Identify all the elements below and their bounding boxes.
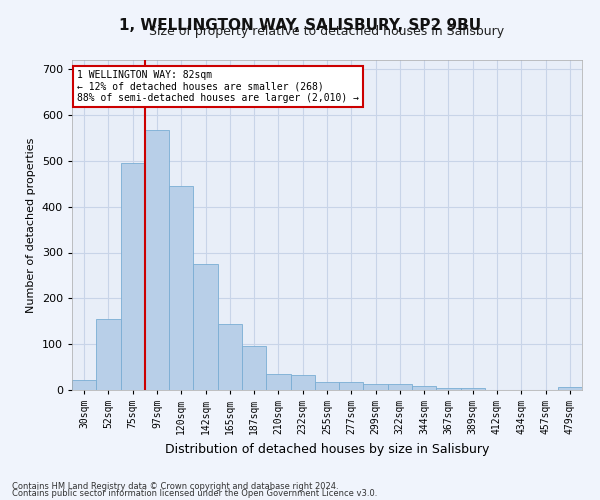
Bar [193,264,218,390]
Bar [266,374,290,390]
Bar [436,388,461,390]
Bar [364,384,388,390]
Bar [339,382,364,390]
Bar [121,163,145,390]
Bar [558,387,582,390]
Bar [96,319,121,390]
Bar [145,130,169,390]
Bar [72,380,96,390]
Bar [412,386,436,390]
Bar [218,324,242,390]
Bar [388,384,412,390]
Y-axis label: Number of detached properties: Number of detached properties [26,138,36,312]
Bar [169,186,193,390]
Title: Size of property relative to detached houses in Salisbury: Size of property relative to detached ho… [149,25,505,38]
Text: 1, WELLINGTON WAY, SALISBURY, SP2 9BU: 1, WELLINGTON WAY, SALISBURY, SP2 9BU [119,18,481,32]
Bar [242,346,266,390]
Bar [290,375,315,390]
Bar [461,388,485,390]
Text: 1 WELLINGTON WAY: 82sqm
← 12% of detached houses are smaller (268)
88% of semi-d: 1 WELLINGTON WAY: 82sqm ← 12% of detache… [77,70,359,103]
X-axis label: Distribution of detached houses by size in Salisbury: Distribution of detached houses by size … [165,442,489,456]
Text: Contains HM Land Registry data © Crown copyright and database right 2024.: Contains HM Land Registry data © Crown c… [12,482,338,491]
Text: Contains public sector information licensed under the Open Government Licence v3: Contains public sector information licen… [12,489,377,498]
Bar [315,382,339,390]
